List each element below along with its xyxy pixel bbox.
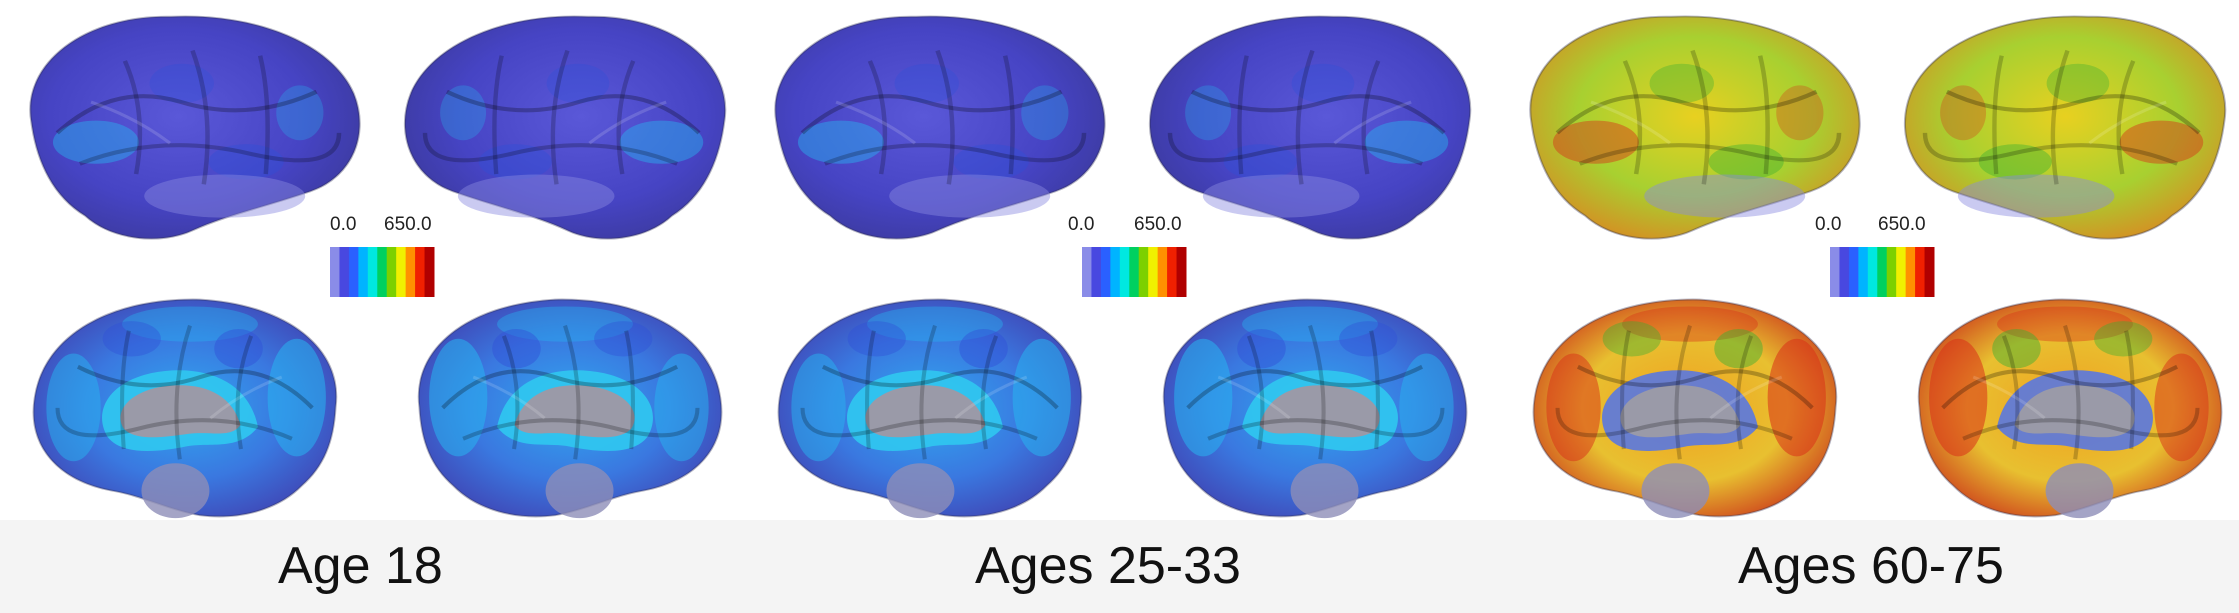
colorbar-min-label-1: 0.0 bbox=[330, 214, 357, 235]
medial-right-hemisphere-1 bbox=[417, 298, 723, 519]
colorbar-2 bbox=[1082, 247, 1187, 297]
group-label-age-18: Age 18 bbox=[278, 537, 443, 595]
lateral-left-hemisphere-3 bbox=[1529, 15, 1861, 240]
medial-right-hemisphere-3 bbox=[1917, 298, 2223, 519]
colorbar-min-label-2: 0.0 bbox=[1068, 214, 1095, 235]
lateral-left-hemisphere-1 bbox=[29, 15, 361, 240]
colorbar-max-label-3: 650.0 bbox=[1878, 214, 1926, 235]
medial-left-hemisphere-3 bbox=[1532, 298, 1838, 519]
lateral-right-hemisphere-3 bbox=[1903, 15, 2227, 240]
medial-left-hemisphere-1 bbox=[32, 298, 338, 519]
medial-right-hemisphere-2 bbox=[1162, 298, 1468, 519]
caption-band bbox=[0, 520, 2239, 613]
colorbar-3 bbox=[1830, 247, 1935, 297]
colorbar-min-label-3: 0.0 bbox=[1815, 214, 1842, 235]
lateral-right-hemisphere-2 bbox=[1148, 15, 1472, 240]
lateral-right-hemisphere-1 bbox=[403, 15, 727, 240]
colorbar-1 bbox=[330, 247, 435, 297]
colorbar-max-label-2: 650.0 bbox=[1134, 214, 1182, 235]
medial-left-hemisphere-2 bbox=[777, 298, 1083, 519]
group-label-ages-60-75: Ages 60-75 bbox=[1738, 537, 2004, 595]
group-label-ages-25-33: Ages 25-33 bbox=[975, 537, 1241, 595]
colorbar-max-label-1: 650.0 bbox=[384, 214, 432, 235]
lateral-left-hemisphere-2 bbox=[774, 15, 1106, 240]
